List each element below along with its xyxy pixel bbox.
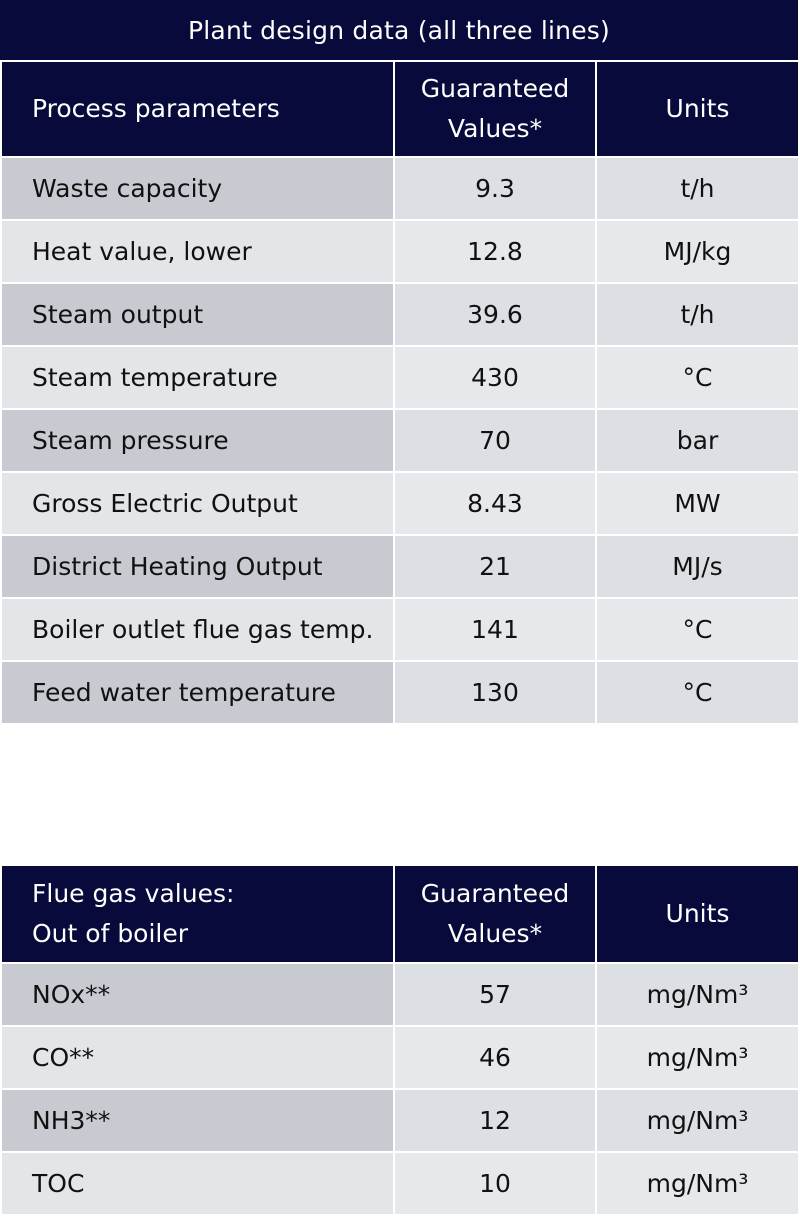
table-row: Steam output 39.6 t/h	[0, 282, 800, 347]
table-row: Gross Electric Output 8.43 MW	[0, 471, 800, 536]
row-parameter-cell: Waste capacity	[0, 156, 395, 221]
row-unit-cell: mg/Nm³	[595, 962, 800, 1027]
row-unit-cell: bar	[595, 408, 800, 473]
row-value-cell: 141	[393, 597, 597, 662]
table-row: Steam temperature 430 °C	[0, 345, 800, 410]
table-header-row: Process parameters Guaranteed Values* Un…	[0, 60, 800, 158]
table-row: CO** 46 mg/Nm³	[0, 1025, 800, 1090]
column-header-guaranteed-line2: Values*	[447, 114, 543, 143]
column-header-units: Units	[595, 864, 800, 964]
column-header-guaranteed-values: Guaranteed Values*	[393, 60, 597, 158]
table-row: Heat value, lower 12.8 MJ/kg	[0, 219, 800, 284]
column-header-flue-line1: Flue gas values:	[32, 879, 235, 908]
row-unit-cell: t/h	[595, 282, 800, 347]
table-row: TOC 10 mg/Nm³	[0, 1151, 800, 1216]
row-parameter-cell: Steam temperature	[0, 345, 395, 410]
process-parameters-table: Process parameters Guaranteed Values* Un…	[0, 60, 800, 725]
column-header-parameter: Process parameters	[0, 60, 395, 158]
row-value-cell: 39.6	[393, 282, 597, 347]
row-unit-cell: mg/Nm³	[595, 1025, 800, 1090]
column-header-flue-line2: Out of boiler	[32, 919, 189, 948]
table-row: District Heating Output 21 MJ/s	[0, 534, 800, 599]
page-title: Plant design data (all three lines)	[0, 0, 798, 60]
row-parameter-cell: Heat value, lower	[0, 219, 395, 284]
row-parameter-cell: CO**	[0, 1025, 395, 1090]
row-parameter-cell: NH3**	[0, 1088, 395, 1153]
column-header-units: Units	[595, 60, 800, 158]
table-header-row: Flue gas values: Out of boiler Guarantee…	[0, 864, 800, 964]
column-header-guaranteed-line2: Values*	[447, 919, 543, 948]
row-parameter-cell: Feed water temperature	[0, 660, 395, 725]
row-unit-cell: MJ/s	[595, 534, 800, 599]
table-row: Steam pressure 70 bar	[0, 408, 800, 473]
table-row: Waste capacity 9.3 t/h	[0, 156, 800, 221]
row-value-cell: 57	[393, 962, 597, 1027]
row-parameter-cell: Steam pressure	[0, 408, 395, 473]
row-value-cell: 10	[393, 1151, 597, 1216]
row-value-cell: 430	[393, 345, 597, 410]
column-header-guaranteed-line1: Guaranteed	[420, 74, 570, 103]
row-unit-cell: °C	[595, 345, 800, 410]
row-unit-cell: MJ/kg	[595, 219, 800, 284]
row-value-cell: 12	[393, 1088, 597, 1153]
column-header-flue-gas: Flue gas values: Out of boiler	[0, 864, 395, 964]
row-unit-cell: t/h	[595, 156, 800, 221]
row-unit-cell: mg/Nm³	[595, 1151, 800, 1216]
row-value-cell: 8.43	[393, 471, 597, 536]
row-value-cell: 70	[393, 408, 597, 473]
row-value-cell: 12.8	[393, 219, 597, 284]
row-parameter-cell: TOC	[0, 1151, 395, 1216]
row-value-cell: 130	[393, 660, 597, 725]
row-unit-cell: °C	[595, 660, 800, 725]
row-value-cell: 46	[393, 1025, 597, 1090]
row-parameter-cell: Steam output	[0, 282, 395, 347]
row-value-cell: 9.3	[393, 156, 597, 221]
row-parameter-cell: NOx**	[0, 962, 395, 1027]
table-row: Boiler outlet flue gas temp. 141 °C	[0, 597, 800, 662]
row-parameter-cell: District Heating Output	[0, 534, 395, 599]
column-header-guaranteed-line1: Guaranteed	[420, 879, 570, 908]
row-unit-cell: °C	[595, 597, 800, 662]
row-parameter-cell: Boiler outlet flue gas temp.	[0, 597, 395, 662]
table-row: NH3** 12 mg/Nm³	[0, 1088, 800, 1153]
row-unit-cell: MW	[595, 471, 800, 536]
column-header-guaranteed-values: Guaranteed Values*	[393, 864, 597, 964]
row-parameter-cell: Gross Electric Output	[0, 471, 395, 536]
table-row: NOx** 57 mg/Nm³	[0, 962, 800, 1027]
table-row: Feed water temperature 130 °C	[0, 660, 800, 725]
row-unit-cell: mg/Nm³	[595, 1088, 800, 1153]
flue-gas-values-table: Flue gas values: Out of boiler Guarantee…	[0, 864, 800, 1216]
row-value-cell: 21	[393, 534, 597, 599]
